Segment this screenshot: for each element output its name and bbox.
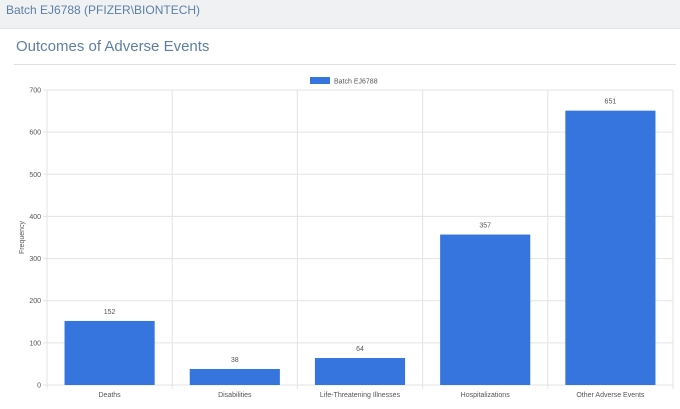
data-label: 64 (356, 346, 364, 353)
page-title: Batch EJ6788 (PFIZER\BIONTECH) (6, 3, 201, 17)
y-tick-label: 700 (29, 88, 41, 95)
y-tick-label: 100 (29, 340, 41, 347)
x-tick-label: Life-Threatening Illnesses (320, 392, 401, 399)
bar-0 (64, 320, 155, 385)
data-label: 38 (231, 357, 239, 364)
y-tick-label: 500 (29, 172, 41, 179)
y-tick-label: 600 (29, 130, 41, 137)
y-tick-label: 400 (29, 214, 41, 221)
legend-label: Batch EJ6788 (334, 79, 378, 86)
bar-3 (440, 234, 531, 385)
data-label: 152 (104, 309, 116, 316)
card-title: Outcomes of Adverse Events (16, 38, 210, 55)
x-tick-label: Hospitalizations (461, 392, 511, 399)
bar-2 (314, 358, 406, 385)
legend-swatch (310, 77, 330, 84)
x-tick-label: Other Adverse Events (576, 392, 645, 399)
x-tick-label: Deaths (99, 392, 122, 399)
y-tick-label: 200 (29, 298, 41, 305)
bar-4 (565, 110, 656, 386)
y-tick-label: 300 (29, 256, 41, 263)
data-label: 357 (479, 223, 491, 230)
y-tick-label: 0 (37, 383, 41, 390)
data-label: 651 (605, 99, 617, 106)
card-divider (14, 64, 676, 65)
y-axis-title: Frequency (19, 220, 26, 254)
bar-1 (189, 368, 280, 385)
x-tick-label: Disabilities (218, 392, 252, 399)
